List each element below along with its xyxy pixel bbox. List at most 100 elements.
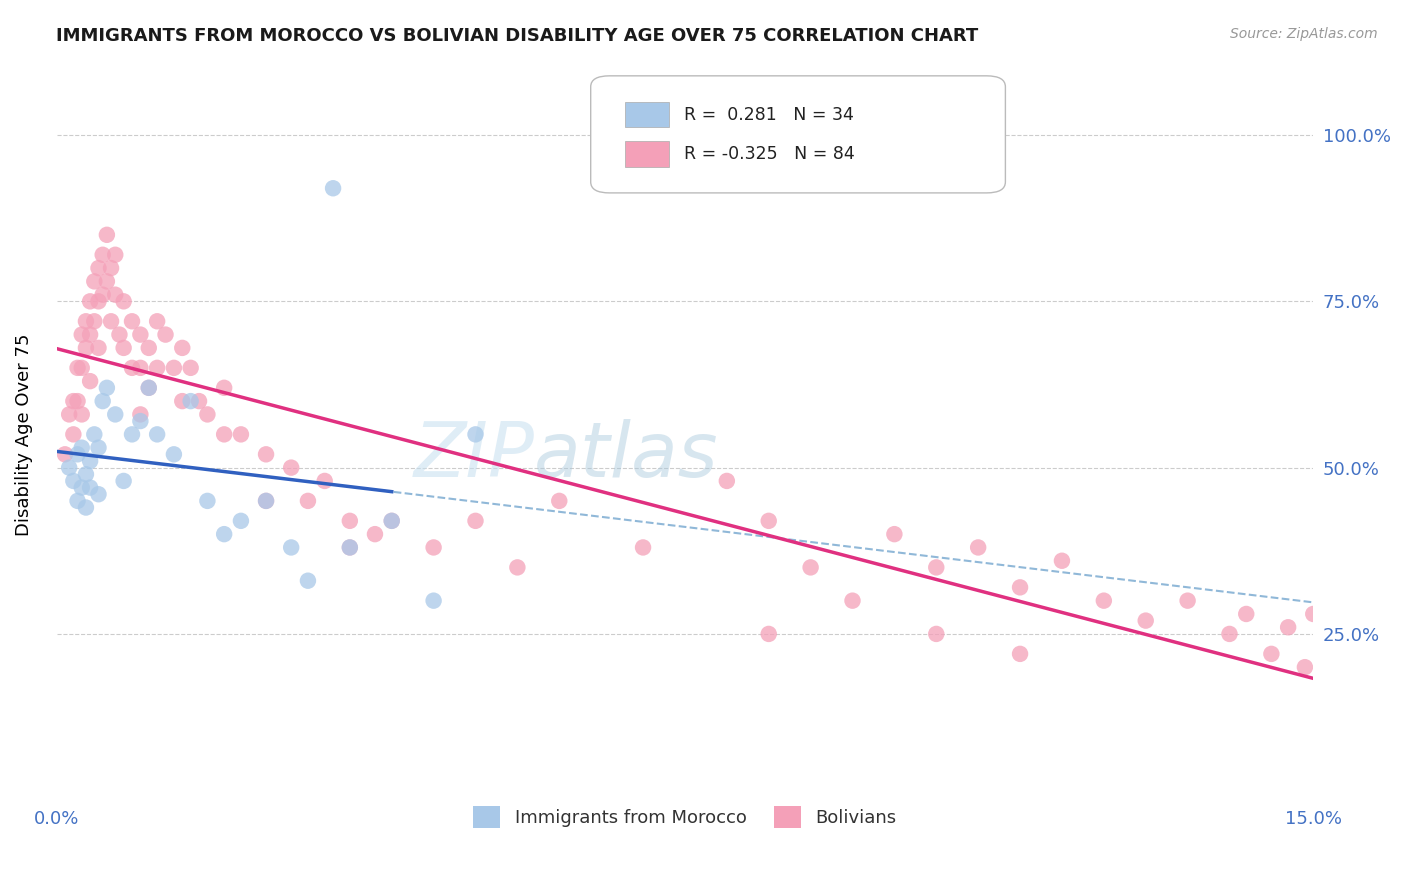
Point <box>180 360 202 375</box>
Point <box>381 514 404 528</box>
Point <box>297 574 319 588</box>
Point <box>883 527 905 541</box>
Point <box>83 274 105 288</box>
Point <box>87 341 110 355</box>
Point <box>96 274 118 288</box>
Point <box>121 314 143 328</box>
Point <box>121 427 143 442</box>
Point <box>280 460 302 475</box>
Point <box>75 467 97 482</box>
Point <box>758 627 780 641</box>
Point <box>91 287 114 301</box>
Point <box>91 394 114 409</box>
Point <box>381 514 404 528</box>
Point <box>212 427 235 442</box>
Point <box>967 541 990 555</box>
Point <box>322 181 344 195</box>
Point <box>1302 607 1324 621</box>
Point <box>1234 607 1257 621</box>
Point <box>188 394 211 409</box>
Point <box>129 408 152 422</box>
Point <box>138 381 160 395</box>
Point <box>254 494 277 508</box>
Point <box>138 381 160 395</box>
Point <box>1177 593 1199 607</box>
Point <box>1277 620 1299 634</box>
Point <box>58 460 80 475</box>
Point <box>53 447 76 461</box>
Point <box>172 341 194 355</box>
Point <box>70 327 93 342</box>
Point <box>229 427 252 442</box>
Point <box>83 427 105 442</box>
Point <box>1218 627 1240 641</box>
Point <box>121 360 143 375</box>
Point <box>716 474 738 488</box>
Point <box>70 441 93 455</box>
Point <box>548 494 571 508</box>
Point <box>62 427 84 442</box>
Point <box>87 441 110 455</box>
Point <box>1010 647 1032 661</box>
Point <box>925 560 948 574</box>
Text: ZIP: ZIP <box>413 419 534 493</box>
Point <box>66 394 89 409</box>
Point <box>70 360 93 375</box>
Point <box>138 341 160 355</box>
Point <box>70 481 93 495</box>
Point <box>66 494 89 508</box>
Point <box>79 374 101 388</box>
Text: IMMIGRANTS FROM MOROCCO VS BOLIVIAN DISABILITY AGE OVER 75 CORRELATION CHART: IMMIGRANTS FROM MOROCCO VS BOLIVIAN DISA… <box>56 27 979 45</box>
Y-axis label: Disability Age Over 75: Disability Age Over 75 <box>15 333 32 535</box>
Legend: Immigrants from Morocco, Bolivians: Immigrants from Morocco, Bolivians <box>467 798 904 835</box>
Point <box>197 408 219 422</box>
Point <box>146 314 169 328</box>
Point <box>1092 593 1115 607</box>
Point <box>800 560 823 574</box>
Point <box>631 541 654 555</box>
Point <box>79 327 101 342</box>
Point <box>297 494 319 508</box>
Point <box>66 360 89 375</box>
Point <box>422 593 444 607</box>
Point <box>104 248 127 262</box>
Point <box>66 447 89 461</box>
Point <box>1260 647 1282 661</box>
Point <box>79 294 101 309</box>
Text: Source: ZipAtlas.com: Source: ZipAtlas.com <box>1230 27 1378 41</box>
Point <box>172 394 194 409</box>
Point <box>58 408 80 422</box>
Point <box>229 514 252 528</box>
Point <box>75 341 97 355</box>
Point <box>163 360 186 375</box>
Point <box>1135 614 1157 628</box>
Point <box>62 474 84 488</box>
Point <box>180 394 202 409</box>
Point <box>112 294 135 309</box>
Point <box>75 314 97 328</box>
Point <box>62 394 84 409</box>
Point <box>146 427 169 442</box>
Point <box>364 527 387 541</box>
Point <box>104 287 127 301</box>
Point <box>96 381 118 395</box>
Point <box>75 500 97 515</box>
Point <box>129 414 152 428</box>
Point <box>1010 580 1032 594</box>
Point <box>112 341 135 355</box>
Text: R =  0.281   N = 34: R = 0.281 N = 34 <box>683 105 853 124</box>
Point <box>91 248 114 262</box>
Point <box>79 481 101 495</box>
Point <box>339 514 361 528</box>
Point <box>464 427 486 442</box>
Point <box>83 314 105 328</box>
Point <box>100 314 122 328</box>
Point <box>314 474 336 488</box>
Point <box>108 327 131 342</box>
FancyBboxPatch shape <box>624 141 669 167</box>
Point <box>87 261 110 276</box>
Point <box>112 474 135 488</box>
Point <box>254 494 277 508</box>
Point <box>506 560 529 574</box>
Point <box>129 360 152 375</box>
